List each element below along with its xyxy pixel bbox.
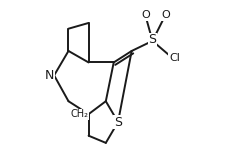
Text: S: S xyxy=(114,116,122,129)
Text: O: O xyxy=(160,10,169,20)
Text: CH₂: CH₂ xyxy=(70,109,88,119)
Text: O: O xyxy=(140,10,149,20)
Text: S: S xyxy=(148,33,156,46)
Text: Cl: Cl xyxy=(168,53,179,63)
Text: N: N xyxy=(45,69,54,82)
